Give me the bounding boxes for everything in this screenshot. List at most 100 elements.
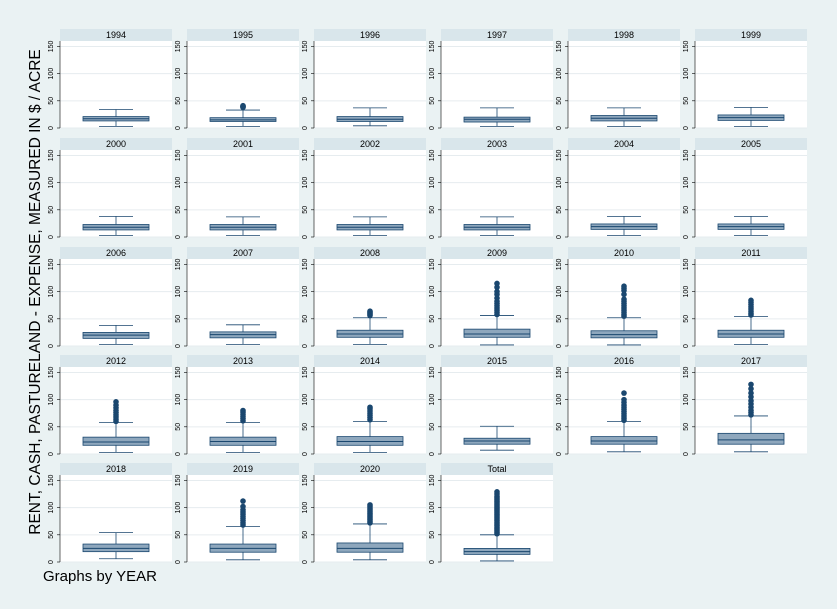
y-tick-label: 50 [48,97,55,105]
outlier-point [621,396,627,403]
panel-2013: 2013 0 50 100 150 [175,355,299,456]
y-tick-label: 50 [48,423,55,431]
y-tick-label: 100 [683,68,690,80]
y-tick-label: 150 [683,149,690,161]
panel-title-1994: 1994 [106,30,126,40]
panel-header-1996 [314,29,426,41]
panel-title-2017: 2017 [741,356,761,366]
panel-2002: 2002 0 50 100 150 [302,138,426,239]
y-tick-label: 150 [302,366,309,378]
outlier-point [367,308,373,315]
y-tick-label: 50 [48,206,55,214]
y-tick-label: 100 [683,177,690,189]
panel-title-1997: 1997 [487,30,507,40]
panel-title-2013: 2013 [233,356,253,366]
y-tick-label: 50 [48,315,55,323]
y-tick-label: 100 [429,68,436,80]
y-tick-label: 0 [556,344,563,348]
panel-title-2020: 2020 [360,464,380,474]
y-tick-label: 50 [302,97,309,105]
y-tick-label: 100 [48,394,55,406]
panel-header-2020 [314,463,426,475]
panel-header-2002 [314,138,426,150]
panel-header-1995 [187,29,299,41]
y-tick-label: 0 [302,560,309,564]
y-tick-label: 150 [302,149,309,161]
panel-2016: 2016 0 50 100 150 [556,355,680,456]
y-tick-label: 150 [302,474,309,486]
panel-2018: 2018 0 50 100 150 [48,463,172,564]
outlier-point [367,404,373,411]
y-tick-label: 100 [556,177,563,189]
panel-1999: 1999 0 50 100 150 [683,29,807,130]
y-tick-label: 150 [429,474,436,486]
y-tick-label: 150 [48,149,55,161]
panel-title-2011: 2011 [741,248,760,258]
y-tick-label: 0 [48,126,55,130]
y-tick-label: 0 [683,452,690,456]
y-tick-label: 100 [683,286,690,298]
panel-header-2003 [441,138,553,150]
y-tick-label: 100 [556,286,563,298]
panel-2004: 2004 0 50 100 150 [556,138,680,239]
panel-title-2005: 2005 [741,139,761,149]
panel-title-2015: 2015 [487,356,507,366]
y-tick-label: 50 [175,315,182,323]
panel-1998: 1998 0 50 100 150 [556,29,680,130]
y-tick-label: 50 [429,423,436,431]
y-tick-label: 100 [556,394,563,406]
iqr-box [717,432,785,445]
outlier-point [748,381,754,388]
y-tick-label: 100 [48,502,55,514]
y-tick-label: 100 [429,286,436,298]
y-tick-label: 50 [683,97,690,105]
y-tick-label: 0 [556,452,563,456]
panel-2014: 2014 0 50 100 150 [302,355,426,456]
y-tick-label: 0 [683,126,690,130]
outlier-point [748,297,754,304]
panel-header-1999 [695,29,807,41]
panel-header-2005 [695,138,807,150]
y-tick-label: 150 [683,366,690,378]
y-tick-label: 150 [48,366,55,378]
y-tick-label: 100 [429,394,436,406]
panel-title-1999: 1999 [741,30,761,40]
y-tick-label: 0 [48,344,55,348]
panel-1995: 1995 0 50 100 150 [175,29,299,130]
outlier-point [240,503,246,510]
y-tick-label: 50 [429,315,436,323]
y-tick-label: 50 [175,97,182,105]
y-tick-label: 150 [302,40,309,52]
panel-2003: 2003 0 50 100 150 [429,138,553,239]
iqr-box [590,436,658,445]
y-tick-label: 0 [302,344,309,348]
y-tick-label: 150 [48,40,55,52]
y-tick-label: 0 [48,452,55,456]
panel-header-2000 [60,138,172,150]
panel-header-2013 [187,355,299,367]
panel-2010: 2010 0 50 100 150 [556,247,680,348]
panel-title-1996: 1996 [360,30,380,40]
y-tick-label: 100 [302,68,309,80]
y-tick-label: 50 [556,206,563,214]
y-tick-label: 150 [175,474,182,486]
y-tick-label: 100 [429,177,436,189]
panel-title-2003: 2003 [487,139,507,149]
panel-title-2004: 2004 [614,139,634,149]
y-tick-label: 50 [429,97,436,105]
y-tick-label: 150 [683,40,690,52]
panel-header-2011 [695,247,807,259]
y-tick-label: 150 [175,366,182,378]
panel-2015: 2015 0 50 100 150 [429,355,553,456]
y-tick-label: 50 [556,315,563,323]
panel-2020: 2020 0 50 100 150 [302,463,426,564]
iqr-box [463,328,531,338]
y-tick-label: 0 [302,126,309,130]
y-tick-label: 0 [175,235,182,239]
panel-2007: 2007 0 50 100 150 [175,247,299,348]
panels-group: 1994050100150199505010015019960501001501… [48,29,807,564]
panel-header-2018 [60,463,172,475]
outlier-point [240,498,246,504]
y-tick-label: 0 [48,560,55,564]
panel-total: Total 0 50 100 150 [429,463,553,564]
